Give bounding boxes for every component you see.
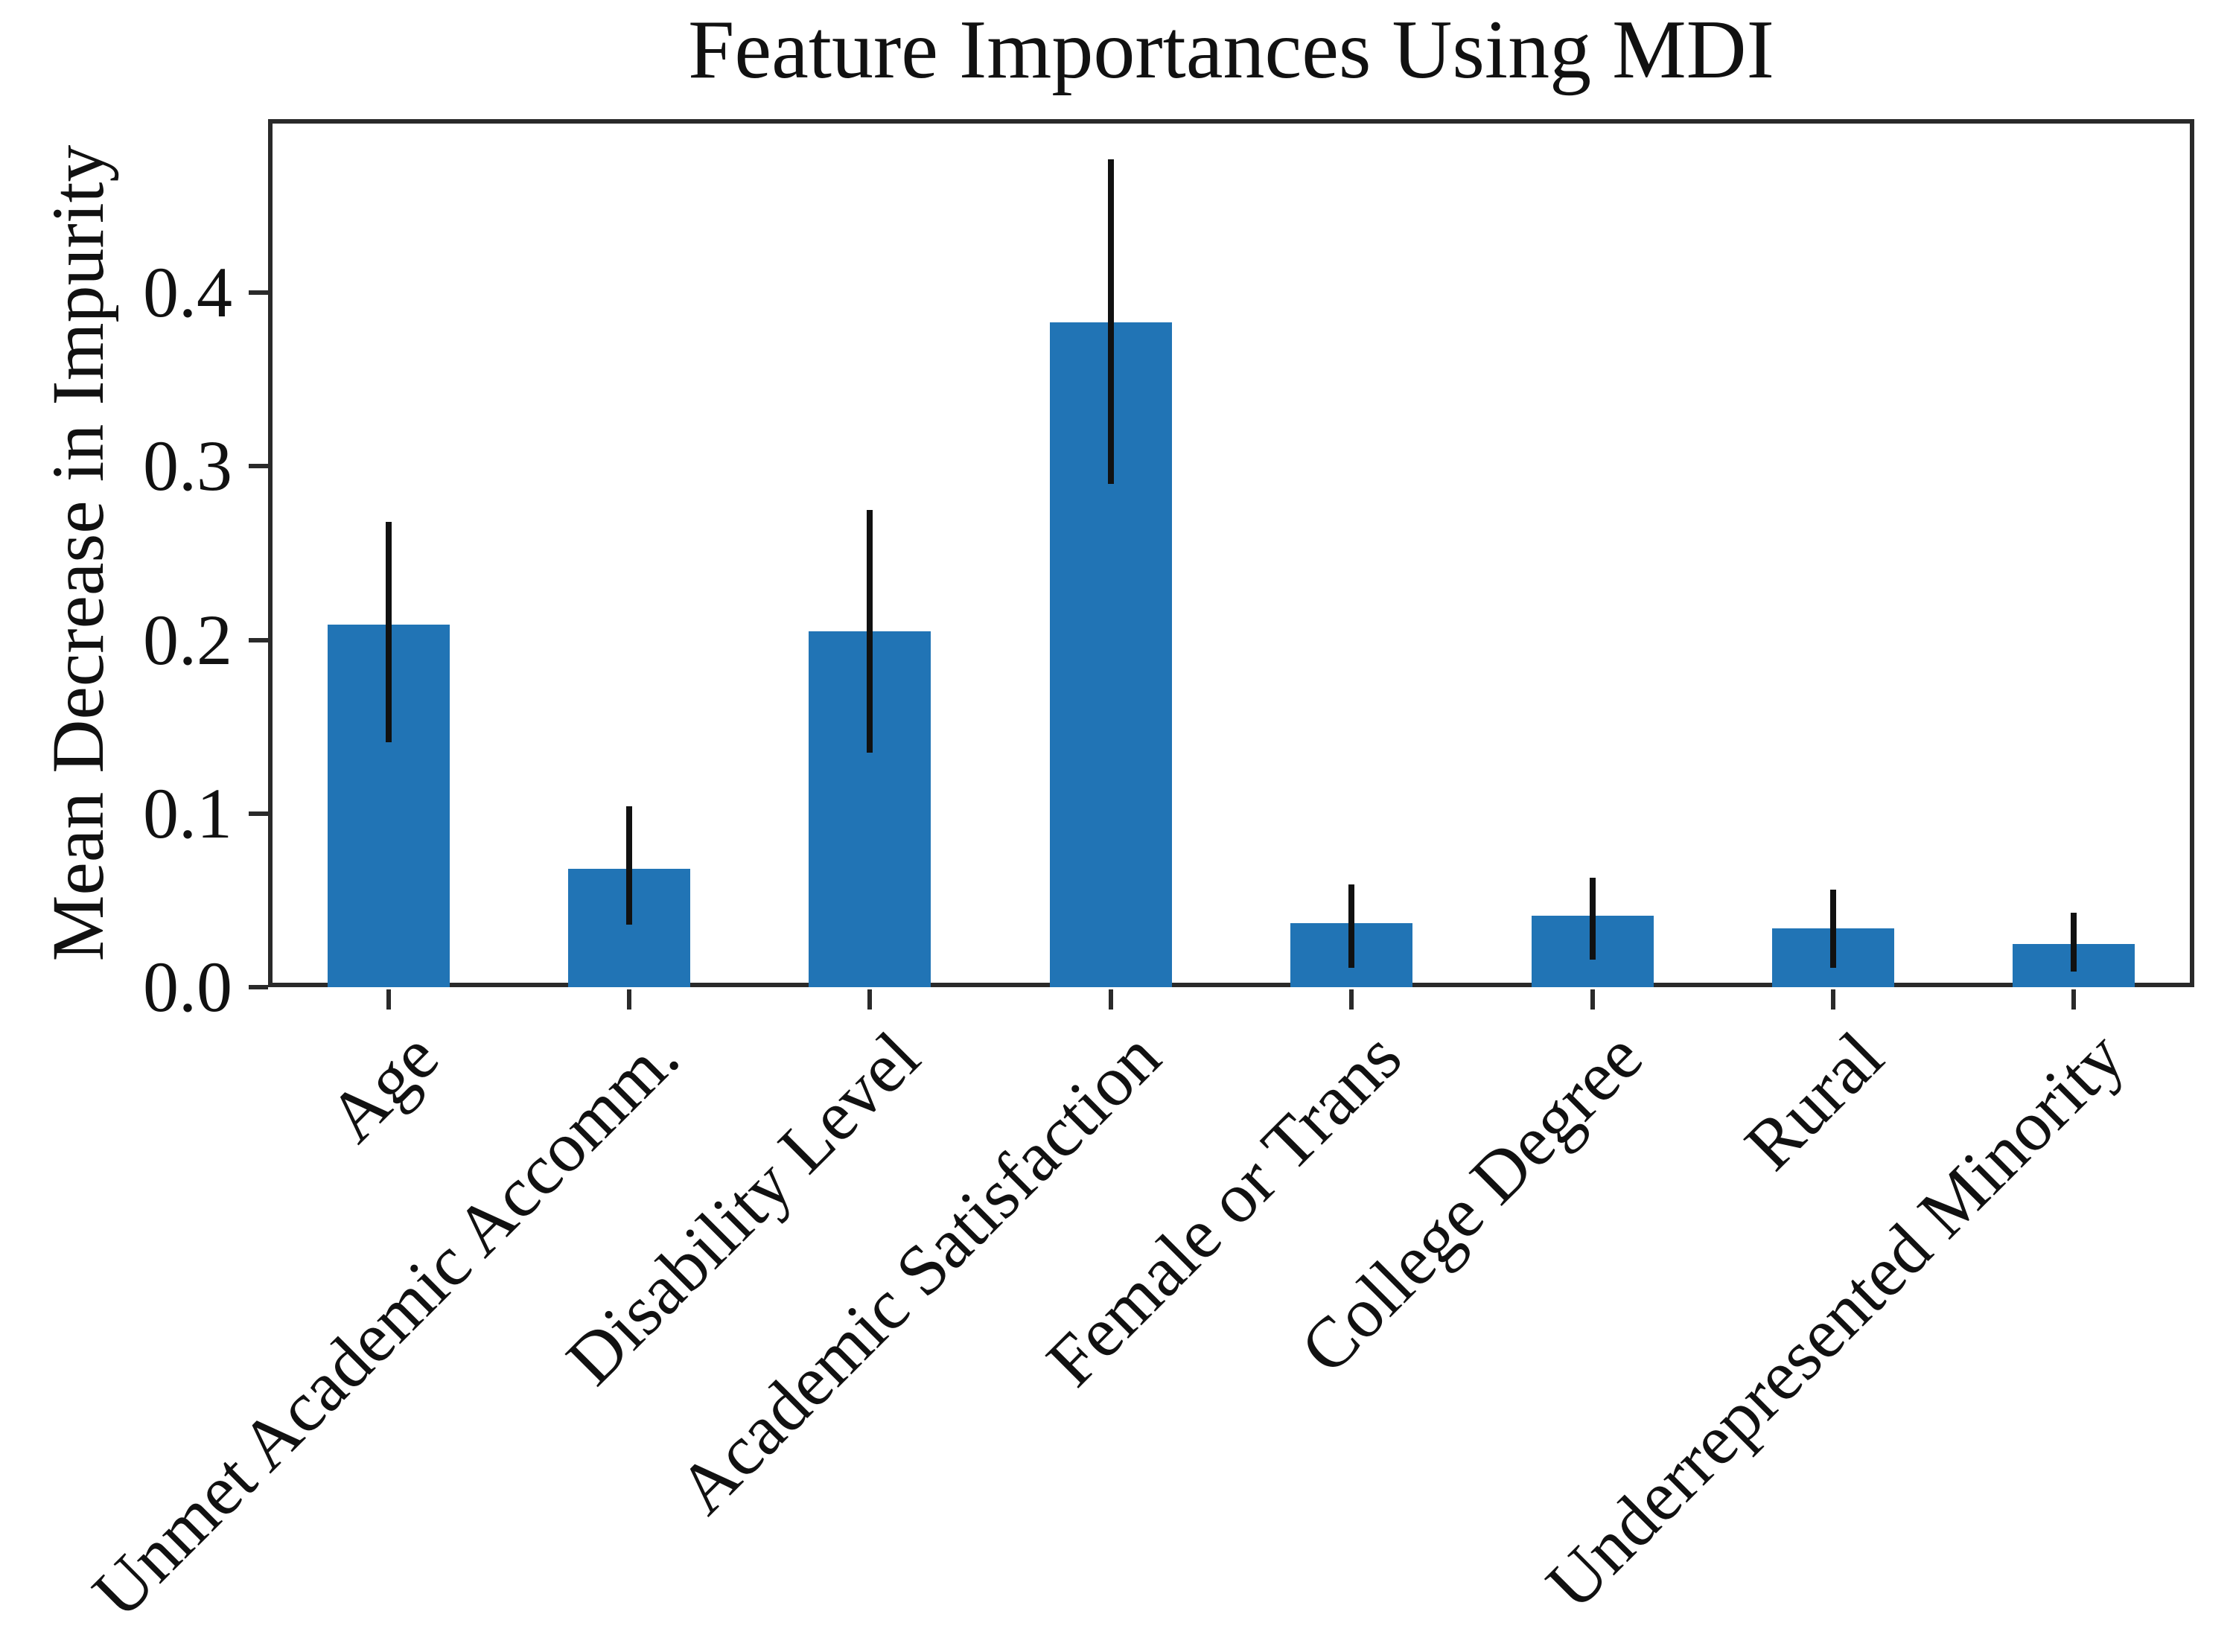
x-axis-tick [627,989,632,1010]
y-tick-label: 0.4 [143,252,232,333]
x-tick-label: Rural [1729,1016,1898,1185]
error-bar [1589,878,1596,960]
y-axis-tick [249,985,268,989]
x-tick-label: Age [312,1016,453,1157]
x-axis-tick [1108,989,1113,1010]
x-axis-tick [1590,989,1595,1010]
x-axis-tick [1349,989,1354,1010]
y-tick-label: 0.2 [143,599,232,680]
x-axis-tick [867,989,873,1010]
y-axis-tick [249,290,268,296]
chart-title: Feature Importances Using MDI [688,4,1774,96]
y-axis-tick [249,637,268,642]
x-axis-tick [386,989,391,1010]
x-axis-tick [2071,989,2077,1010]
error-bar [1829,890,1836,969]
error-bar [626,806,633,925]
y-axis-tick [249,464,268,469]
y-tick-label: 0.1 [143,773,232,853]
error-bar [2071,912,2077,972]
y-tick-label: 0.3 [143,426,232,506]
x-tick-label: Academic Satisfaction [663,1016,1176,1529]
error-bar [1348,884,1355,969]
plot-area [268,119,2194,987]
x-axis-tick [1830,989,1835,1010]
y-tick-label: 0.0 [143,947,232,1027]
error-bar [385,522,392,743]
error-bar [867,509,873,753]
error-bar [1107,159,1114,484]
y-axis-tick [249,811,268,816]
